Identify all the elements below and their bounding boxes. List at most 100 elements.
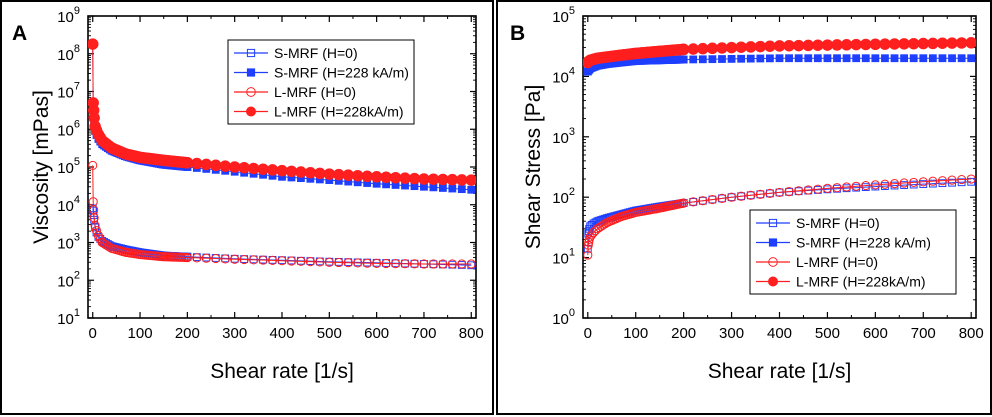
panel-label: A bbox=[12, 22, 27, 45]
y-tick-base: 10 bbox=[57, 236, 74, 253]
data-point bbox=[965, 37, 976, 49]
data-point bbox=[937, 176, 948, 186]
data-point bbox=[717, 193, 727, 203]
y-tick-label: 102 bbox=[552, 186, 575, 207]
data-point bbox=[756, 54, 765, 63]
x-tick-label: 600 bbox=[364, 325, 389, 342]
y-tick-label: 104 bbox=[552, 65, 575, 86]
data-point bbox=[456, 174, 468, 186]
data-point bbox=[784, 187, 794, 197]
data-point bbox=[419, 259, 429, 269]
data-point bbox=[917, 37, 930, 50]
data-point bbox=[898, 38, 910, 50]
y-tick-base: 10 bbox=[552, 311, 569, 328]
data-point bbox=[754, 40, 767, 53]
data-point bbox=[823, 54, 832, 63]
data-point bbox=[295, 166, 307, 178]
data-point bbox=[334, 257, 344, 268]
y-tick-label: 103 bbox=[552, 126, 575, 147]
legend-label: S-MRF (H=0) bbox=[796, 215, 880, 231]
data-point bbox=[408, 172, 421, 185]
data-point bbox=[304, 166, 317, 179]
legend-entry: L-MRF (H=0) bbox=[234, 84, 356, 100]
data-point bbox=[804, 54, 813, 63]
y-tick-exponent: 5 bbox=[74, 156, 80, 168]
x-tick-label: 200 bbox=[175, 325, 200, 342]
y-tick-label: 105 bbox=[57, 156, 80, 177]
data-point bbox=[427, 173, 440, 185]
x-tick-label: 300 bbox=[222, 325, 247, 342]
data-point bbox=[946, 37, 958, 49]
data-point bbox=[708, 55, 717, 64]
y-tick-exponent: 2 bbox=[569, 186, 575, 198]
data-point bbox=[230, 254, 240, 264]
legend-entry: S-MRF (H=228 kA/m) bbox=[234, 65, 409, 81]
data-point bbox=[785, 54, 793, 63]
y-tick-label: 101 bbox=[57, 307, 80, 328]
x-tick-label: 0 bbox=[584, 325, 592, 342]
data-point bbox=[727, 54, 736, 63]
y-tick-base: 10 bbox=[57, 273, 74, 290]
data-point bbox=[822, 183, 833, 193]
data-point bbox=[286, 256, 297, 266]
data-point bbox=[794, 54, 803, 63]
data-point bbox=[909, 54, 918, 63]
data-point bbox=[467, 261, 476, 270]
x-tick-label: 400 bbox=[767, 325, 792, 342]
data-point bbox=[842, 54, 851, 63]
data-point bbox=[774, 187, 785, 197]
y-tick-label: 103 bbox=[57, 232, 80, 253]
data-point bbox=[928, 54, 937, 63]
data-point bbox=[247, 162, 260, 175]
data-point bbox=[812, 39, 824, 51]
panel-a-frame bbox=[0, 0, 494, 415]
x-tick-label: 600 bbox=[863, 325, 888, 342]
data-point bbox=[889, 179, 900, 189]
data-point bbox=[907, 37, 920, 50]
data-point bbox=[438, 259, 448, 269]
data-point bbox=[583, 250, 593, 260]
data-point bbox=[831, 39, 843, 51]
y-tick-base: 10 bbox=[552, 9, 569, 26]
data-point bbox=[842, 182, 852, 192]
data-point bbox=[305, 257, 315, 267]
data-point bbox=[447, 259, 457, 269]
data-point bbox=[428, 259, 438, 269]
data-point bbox=[437, 173, 449, 186]
y-tick-base: 10 bbox=[552, 190, 569, 207]
y-tick-exponent: 6 bbox=[74, 118, 80, 130]
legend-marker bbox=[246, 87, 256, 97]
data-point bbox=[687, 43, 699, 55]
data-point bbox=[249, 255, 259, 265]
legend-label: S-MRF (H=228 kA/m) bbox=[274, 65, 409, 81]
legend-label: S-MRF (H=0) bbox=[274, 45, 358, 61]
data-point bbox=[833, 54, 841, 63]
data-point bbox=[689, 55, 698, 64]
legend-label: L-MRF (H=228kA/m) bbox=[274, 104, 404, 120]
x-tick-label: 800 bbox=[459, 325, 484, 342]
legend-marker bbox=[768, 218, 778, 228]
data-point bbox=[400, 259, 410, 269]
data-point bbox=[220, 254, 230, 264]
data-point bbox=[277, 256, 287, 266]
x-tick-label: 200 bbox=[671, 325, 696, 342]
x-tick-label: 300 bbox=[719, 325, 744, 342]
legend-marker bbox=[246, 68, 256, 77]
y-tick-exponent: 4 bbox=[569, 65, 575, 77]
data-point bbox=[869, 38, 882, 51]
y-tick-label: 108 bbox=[57, 43, 80, 64]
data-point bbox=[324, 257, 334, 267]
data-point bbox=[438, 184, 447, 192]
data-point bbox=[238, 161, 250, 174]
data-point bbox=[966, 174, 976, 184]
data-point bbox=[88, 160, 98, 171]
legend: S-MRF (H=0) S-MRF (H=228 kA/m) L-MRF (H=0)… bbox=[227, 39, 415, 125]
data-point bbox=[860, 38, 872, 51]
data-point bbox=[746, 190, 756, 200]
data-point bbox=[679, 198, 689, 208]
legend-marker bbox=[246, 106, 256, 117]
data-point bbox=[813, 54, 822, 63]
legend-label: L-MRF (H=0) bbox=[796, 254, 878, 270]
y-tick-base: 10 bbox=[552, 130, 569, 147]
